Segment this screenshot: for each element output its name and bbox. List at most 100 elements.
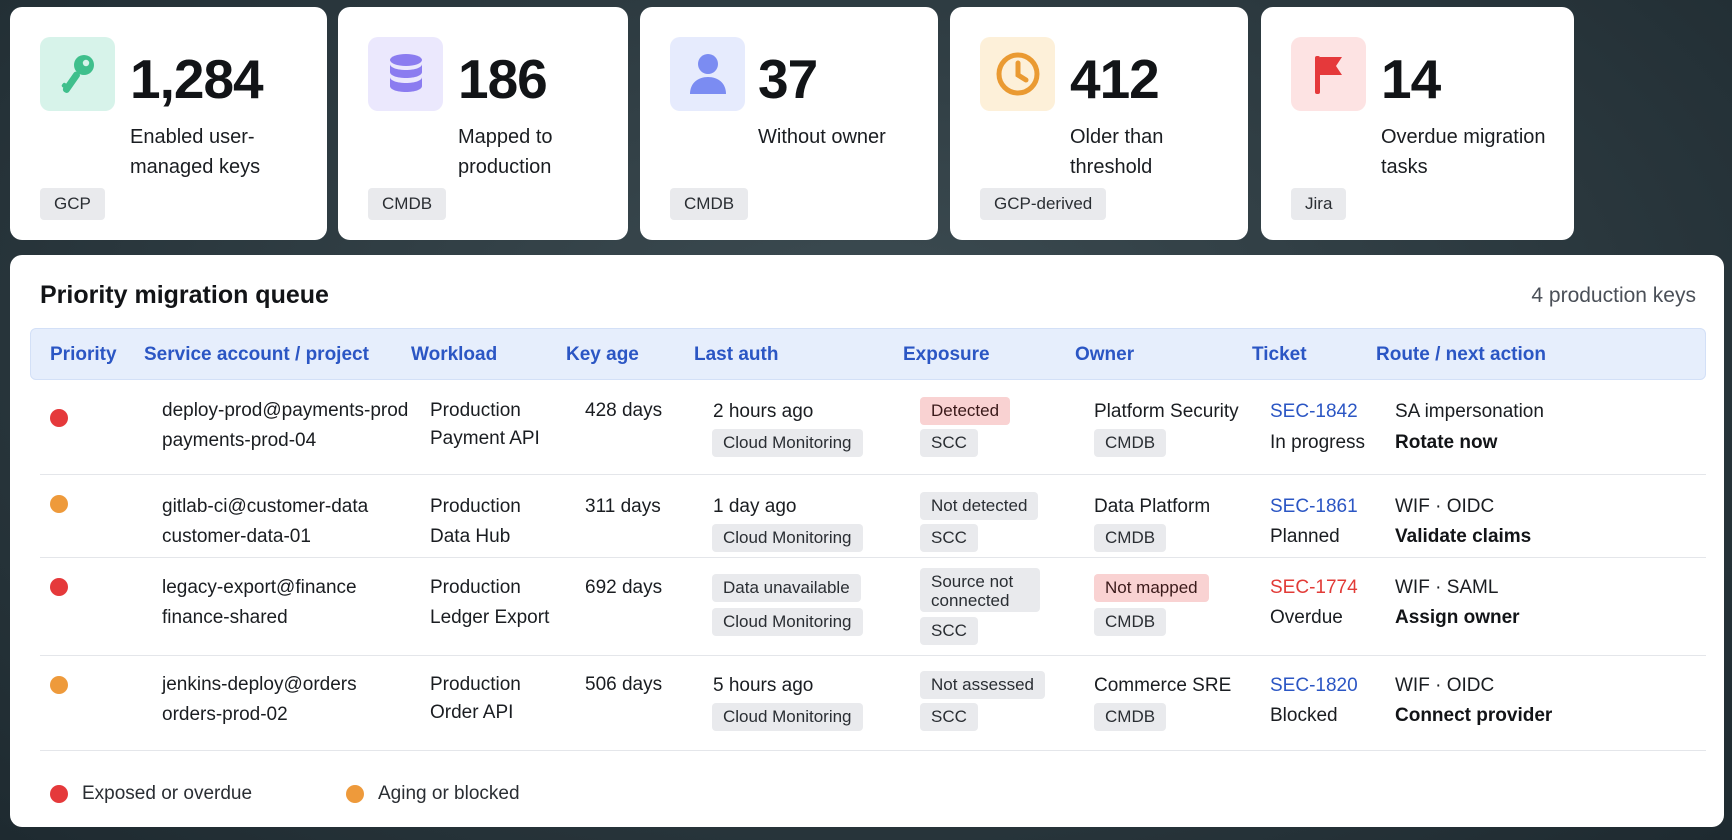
route: WIF · OIDC (1395, 675, 1495, 696)
database-icon (368, 37, 443, 111)
col-workload[interactable]: Workload (411, 344, 498, 365)
card-older-threshold[interactable]: 412 Older than threshold GCP-derived (950, 7, 1248, 240)
card-label: Older than threshold (1070, 126, 1164, 178)
ticket-status: Blocked (1270, 705, 1338, 726)
exposure-source-chip: SCC (920, 524, 978, 552)
workload-name: Ledger Export (430, 607, 550, 628)
ticket-link[interactable]: SEC-1861 (1270, 496, 1358, 517)
ticket-status: In progress (1270, 432, 1366, 453)
last-auth: 1 day ago (713, 496, 797, 517)
ticket-status: Overdue (1270, 607, 1343, 628)
col-ticket[interactable]: Ticket (1252, 344, 1307, 365)
workload-env: Production (430, 496, 521, 517)
last-auth: 2 hours ago (713, 401, 814, 422)
table-row[interactable]: legacy-export@finance finance-shared Pro… (40, 558, 1706, 656)
flag-icon (1291, 37, 1366, 111)
legend-label: Aging or blocked (378, 783, 520, 804)
col-priority[interactable]: Priority (50, 344, 117, 365)
legend-dot-red (50, 785, 68, 803)
exposure-source-chip: SCC (920, 617, 978, 645)
next-action[interactable]: Connect provider (1395, 705, 1553, 726)
card-label: Mapped to production (458, 126, 553, 178)
priority-dot-red (50, 409, 68, 427)
card-value: 14 (1381, 48, 1441, 110)
card-value: 37 (758, 48, 818, 110)
col-service-account[interactable]: Service account / project (144, 344, 369, 365)
legend-item-orange: Aging or blocked (346, 783, 520, 805)
summary-cards: 1,284 Enabled user-managed keys GCP 186 … (10, 7, 1724, 240)
legend-dot-orange (346, 785, 364, 803)
col-key-age[interactable]: Key age (566, 344, 639, 365)
owner: Commerce SRE (1094, 675, 1232, 696)
exposure-chip: Not detected (920, 492, 1039, 520)
card-value: 186 (458, 48, 548, 110)
project: customer-data-01 (162, 526, 311, 547)
workload-name: Payment API (430, 428, 540, 449)
card-label: Enabled user-managed keys (130, 126, 261, 178)
card-label: Without owner (758, 126, 886, 148)
auth-source-chip: Cloud Monitoring (712, 608, 863, 636)
exposure-chip: Detected (920, 397, 1011, 425)
source-tag: Jira (1291, 188, 1347, 220)
service-account: legacy-export@finance (162, 577, 357, 598)
card-value: 1,284 (130, 48, 264, 110)
auth-source-chip: Cloud Monitoring (712, 524, 863, 552)
route: WIF · SAML (1395, 577, 1499, 598)
project: orders-prod-02 (162, 704, 288, 725)
owner-source-chip: CMDB (1094, 608, 1167, 636)
next-action[interactable]: Validate claims (1395, 526, 1532, 547)
ticket-status: Planned (1270, 526, 1340, 547)
col-last-auth[interactable]: Last auth (694, 344, 779, 365)
col-owner[interactable]: Owner (1075, 344, 1135, 365)
card-value: 412 (1070, 48, 1160, 110)
route: WIF · OIDC (1395, 496, 1495, 517)
workload-name: Data Hub (430, 526, 511, 547)
clock-icon (980, 37, 1055, 111)
table-row[interactable]: deploy-prod@payments-prod payments-prod-… (40, 381, 1706, 475)
last-auth: 5 hours ago (713, 675, 814, 696)
card-label: Overdue migration tasks (1381, 126, 1546, 178)
user-icon (670, 37, 745, 111)
auth-source-chip: Cloud Monitoring (712, 429, 863, 457)
table-header: Priority Service account / project Workl… (30, 328, 1706, 380)
col-exposure[interactable]: Exposure (903, 344, 990, 365)
next-action[interactable]: Rotate now (1395, 432, 1498, 453)
key-age: 506 days (585, 674, 663, 695)
workload-env: Production (430, 674, 521, 695)
card-mapped-production[interactable]: 186 Mapped to production CMDB (338, 7, 628, 240)
workload-env: Production (430, 577, 521, 598)
production-key-count: 4 production keys (1531, 284, 1696, 307)
owner-source-chip: CMDB (1094, 703, 1167, 731)
source-tag: GCP (40, 188, 105, 220)
project: payments-prod-04 (162, 430, 317, 451)
next-action[interactable]: Assign owner (1395, 607, 1520, 628)
legend-label: Exposed or overdue (82, 783, 253, 804)
workload-name: Order API (430, 702, 514, 723)
key-icon (40, 37, 115, 111)
card-without-owner[interactable]: 37 Without owner CMDB (640, 7, 938, 240)
key-age: 311 days (585, 496, 661, 517)
card-overdue-tasks[interactable]: 14 Overdue migration tasks Jira (1261, 7, 1574, 240)
ticket-link[interactable]: SEC-1774 (1270, 577, 1358, 598)
owner-source-chip: CMDB (1094, 429, 1167, 457)
panel-title: Priority migration queue (40, 281, 329, 309)
last-auth: Data unavailable (712, 574, 861, 602)
table-row[interactable]: gitlab-ci@customer-data customer-data-01… (40, 475, 1706, 558)
owner-unmapped-chip: Not mapped (1094, 574, 1209, 602)
col-route-action[interactable]: Route / next action (1376, 344, 1546, 365)
service-account: deploy-prod@payments-prod (162, 400, 409, 421)
card-enabled-keys[interactable]: 1,284 Enabled user-managed keys GCP (10, 7, 327, 240)
ticket-link[interactable]: SEC-1842 (1270, 401, 1358, 422)
auth-source-chip: Cloud Monitoring (712, 703, 863, 731)
project: finance-shared (162, 607, 288, 628)
source-tag: CMDB (368, 188, 447, 220)
service-account: gitlab-ci@customer-data (162, 496, 369, 517)
table-row[interactable]: jenkins-deploy@orders orders-prod-02 Pro… (40, 656, 1706, 751)
owner: Data Platform (1094, 496, 1211, 517)
legend-item-red: Exposed or overdue (50, 783, 252, 805)
exposure-chip: Source not connected (920, 568, 1040, 612)
exposure-source-chip: SCC (920, 703, 978, 731)
priority-dot-orange (50, 495, 68, 513)
ticket-link[interactable]: SEC-1820 (1270, 675, 1358, 696)
source-tag: CMDB (670, 188, 749, 220)
